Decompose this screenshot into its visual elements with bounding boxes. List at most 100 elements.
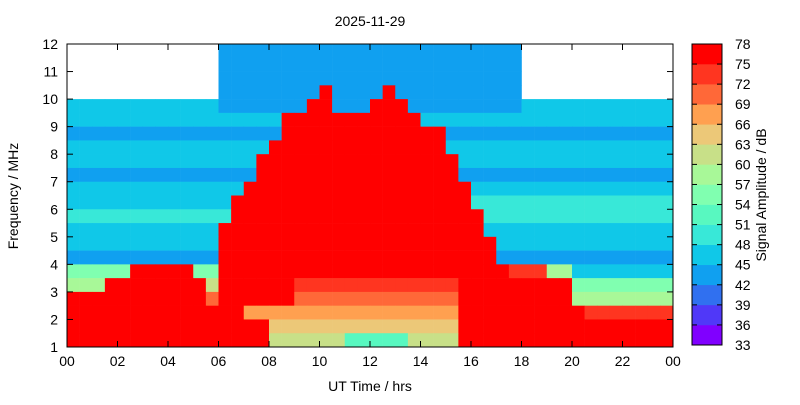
- heatmap-cell: [660, 195, 674, 210]
- heatmap-cell: [306, 181, 320, 196]
- heatmap-cell: [483, 112, 497, 127]
- heatmap-cell: [130, 264, 144, 279]
- heatmap-cell: [647, 236, 661, 251]
- heatmap-cell: [483, 250, 497, 265]
- colorbar-tick-label: 72: [735, 76, 751, 92]
- heatmap-cell: [382, 71, 396, 86]
- heatmap-cell: [256, 57, 270, 72]
- heatmap-cell: [622, 250, 636, 265]
- heatmap-cell: [420, 126, 434, 141]
- heatmap-cell: [344, 278, 358, 293]
- heatmap-cell: [344, 71, 358, 86]
- heatmap-cell: [117, 112, 131, 127]
- heatmap-cell: [559, 319, 573, 334]
- heatmap-cell: [319, 57, 333, 72]
- heatmap-cell: [609, 99, 623, 114]
- heatmap-cell: [344, 99, 358, 114]
- heatmap-cell: [357, 44, 371, 59]
- heatmap-cell: [193, 250, 207, 265]
- heatmap-cell: [458, 209, 472, 224]
- heatmap-cell: [243, 181, 257, 196]
- heatmap-cell: [256, 333, 270, 348]
- heatmap-cell: [269, 333, 282, 348]
- heatmap-cell: [521, 195, 535, 210]
- heatmap-cell: [256, 44, 270, 59]
- heatmap-cell: [635, 126, 649, 141]
- heatmap-cell: [597, 264, 611, 279]
- x-tick-label: 10: [312, 353, 328, 369]
- heatmap-cell: [370, 209, 383, 224]
- heatmap-cell: [332, 167, 346, 183]
- heatmap-cell: [306, 250, 320, 265]
- heatmap-cell: [357, 291, 371, 306]
- heatmap-cell: [256, 126, 270, 141]
- heatmap-cell: [67, 154, 80, 169]
- heatmap-cell: [205, 154, 219, 169]
- heatmap-cell: [306, 44, 320, 59]
- heatmap-cell: [92, 167, 106, 183]
- heatmap-cell: [180, 154, 194, 169]
- heatmap-cell: [218, 154, 232, 169]
- heatmap-cell: [660, 250, 674, 265]
- heatmap-cell: [420, 319, 434, 334]
- heatmap-cell: [471, 195, 484, 210]
- heatmap-cell: [559, 167, 573, 183]
- colorbar-tick-label: 51: [735, 217, 751, 233]
- heatmap-cell: [584, 167, 598, 183]
- heatmap-cell: [559, 209, 573, 224]
- heatmap-cell: [370, 305, 383, 320]
- heatmap-cell: [92, 319, 106, 334]
- heatmap-cell: [496, 140, 510, 155]
- heatmap-cell: [458, 154, 472, 169]
- heatmap-cell: [483, 236, 497, 251]
- heatmap-cell: [609, 333, 623, 348]
- heatmap-cell: [281, 112, 295, 127]
- heatmap-cell: [130, 181, 144, 196]
- heatmap-cell: [496, 278, 510, 293]
- heatmap-cell: [357, 333, 371, 348]
- heatmap-cell: [180, 333, 194, 348]
- heatmap-cell: [344, 250, 358, 265]
- heatmap-cell: [218, 319, 232, 334]
- heatmap-cell: [647, 223, 661, 238]
- heatmap-cell: [332, 140, 346, 155]
- heatmap-cell: [572, 223, 585, 238]
- heatmap-cell: [534, 99, 548, 114]
- heatmap-cell: [483, 333, 497, 348]
- heatmap-cell: [180, 250, 194, 265]
- heatmap-cell: [508, 154, 522, 169]
- heatmap-cell: [458, 236, 472, 251]
- heatmap-cell: [67, 181, 80, 196]
- heatmap-cell: [319, 319, 333, 334]
- heatmap-cell: [344, 140, 358, 155]
- heatmap-cell: [433, 319, 447, 334]
- x-tick-label: 00: [59, 353, 75, 369]
- heatmap-cell: [647, 140, 661, 155]
- heatmap-cell: [496, 236, 510, 251]
- heatmap-cell: [546, 333, 560, 348]
- heatmap-cell: [193, 140, 207, 155]
- heatmap-cell: [281, 291, 295, 306]
- heatmap-cell: [168, 181, 181, 196]
- heatmap-cell: [155, 305, 169, 320]
- heatmap-cell: [382, 250, 396, 265]
- heatmap-cell: [647, 278, 661, 293]
- heatmap-cell: [395, 57, 409, 72]
- heatmap-cell: [420, 195, 434, 210]
- heatmap-cell: [130, 236, 144, 251]
- heatmap-cell: [370, 99, 383, 114]
- heatmap-cell: [660, 140, 674, 155]
- x-tick-label: 02: [110, 353, 126, 369]
- heatmap-cell: [92, 112, 106, 127]
- heatmap-cell: [521, 167, 535, 183]
- heatmap-cell: [294, 85, 308, 100]
- heatmap-cell: [332, 305, 346, 320]
- heatmap-cell: [597, 319, 611, 334]
- heatmap-cell: [660, 333, 674, 348]
- heatmap-cell: [142, 181, 156, 196]
- heatmap-cell: [508, 223, 522, 238]
- heatmap-cell: [370, 85, 383, 100]
- heatmap-cell: [180, 319, 194, 334]
- heatmap-cell: [117, 181, 131, 196]
